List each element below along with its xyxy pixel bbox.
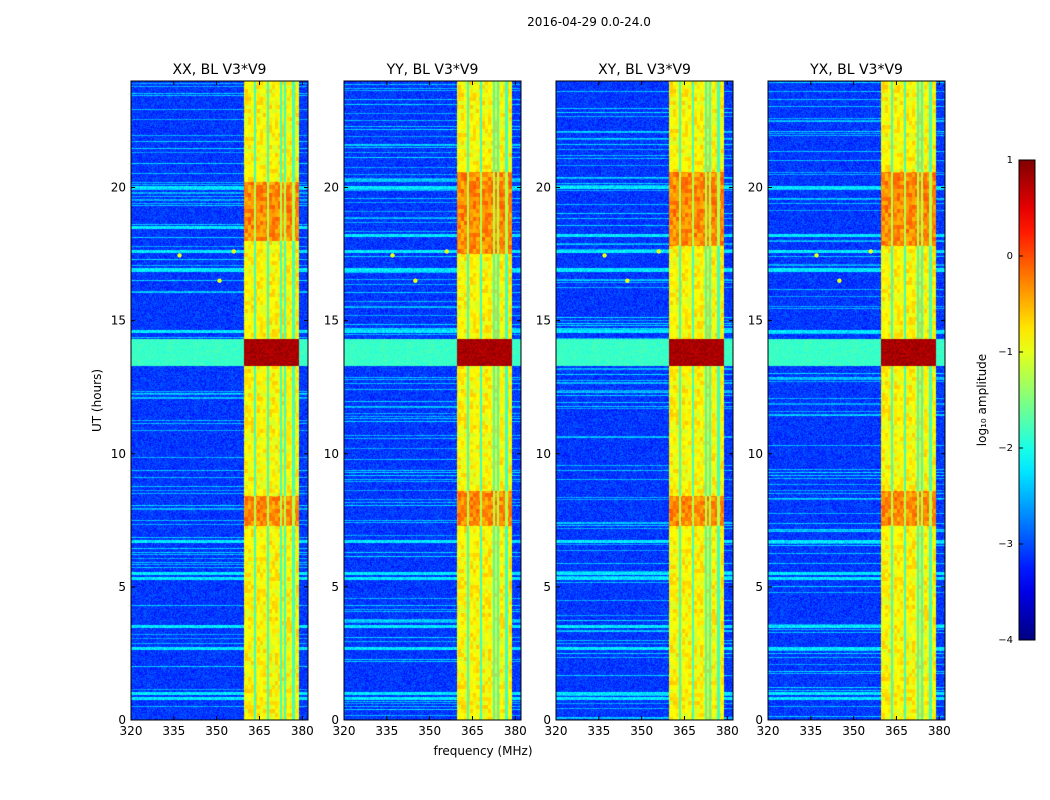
rfi-spot	[814, 253, 819, 258]
rfi-spot	[868, 249, 873, 254]
y-tick-label: 15	[324, 314, 339, 328]
rfi-spot	[413, 278, 418, 283]
y-tick-label: 5	[118, 580, 126, 594]
x-axis-label: frequency (MHz)	[433, 744, 532, 758]
spectrogram-panel-1: 320 335 350 365 380 0 5 10 15 20 XX, BL V3*V9 UT (h…	[90, 62, 314, 738]
colorbar-tick-label: −1	[998, 347, 1013, 358]
colorbar-tick-label: −2	[998, 443, 1013, 454]
panel-title: XX, BL V3*V9	[173, 62, 267, 78]
rfi-spot	[231, 249, 236, 254]
y-tick-label: 0	[755, 713, 763, 727]
x-tick-label: 335	[375, 724, 398, 738]
axes-frame	[555, 80, 734, 721]
y-tick-label: 20	[324, 181, 339, 195]
colorbar-label: log₁₀ amplitude	[975, 354, 989, 446]
x-tick-label: 365	[673, 724, 696, 738]
spectrogram-image	[131, 81, 308, 720]
x-tick-label: 350	[205, 724, 228, 738]
x-tick-label: 365	[248, 724, 271, 738]
x-tick-label: 320	[757, 724, 780, 738]
x-tick-label: 365	[885, 724, 908, 738]
x-tick-label: 350	[418, 724, 441, 738]
spectrogram-image	[344, 81, 521, 720]
spectrogram-panel-3: 320 335 350 365 380 0 5 10 15 20 XY, BL V3*V9	[536, 62, 739, 738]
y-tick-label: 15	[111, 314, 126, 328]
y-tick-label: 0	[118, 713, 126, 727]
rfi-spot	[177, 253, 182, 258]
x-tick-label: 380	[291, 724, 314, 738]
x-tick-label: 335	[587, 724, 610, 738]
y-tick-label: 0	[331, 713, 339, 727]
rfi-spot	[390, 253, 395, 258]
x-tick-label: 320	[545, 724, 568, 738]
y-tick-label: 10	[111, 447, 126, 461]
spectrogram-image	[768, 81, 945, 720]
rfi-spot	[837, 278, 842, 283]
spectrogram-panel-4: 320 335 350 365 380 0 5 10 15 20 YX, BL V3*V9	[748, 62, 951, 738]
rfi-spot	[625, 278, 630, 283]
y-tick-label: 5	[543, 580, 551, 594]
y-tick-label: 10	[536, 447, 551, 461]
spectrogram-panel-2: 320 335 350 365 380 0 5 10 15 20 YY, BL V3*V9 frequ…	[324, 62, 533, 758]
spectrogram-image	[556, 81, 733, 720]
x-tick-label: 350	[842, 724, 865, 738]
y-tick-label: 10	[748, 447, 763, 461]
x-tick-label: 320	[333, 724, 356, 738]
colorbar-tick-label: 1	[1007, 155, 1013, 166]
axes-frame	[767, 80, 946, 721]
x-tick-label: 380	[716, 724, 739, 738]
colorbar-tick-label: 0	[1007, 251, 1013, 262]
colorbar: 1 0 −1 −2 −3 −4 log₁₀ amplitude	[975, 155, 1036, 646]
y-tick-label: 5	[755, 580, 763, 594]
y-tick-label: 20	[536, 181, 551, 195]
colorbar-tick-label: −3	[998, 539, 1013, 550]
panel-title: YY, BL V3*V9	[386, 62, 479, 78]
y-tick-label: 15	[748, 314, 763, 328]
y-axis-label: UT (hours)	[90, 369, 104, 432]
panel-title: XY, BL V3*V9	[598, 62, 691, 78]
figure-title: 2016-04-29 0.0-24.0	[527, 15, 651, 29]
y-tick-label: 0	[543, 713, 551, 727]
x-tick-label: 335	[162, 724, 185, 738]
rfi-spot	[602, 253, 607, 258]
panel-title: YX, BL V3*V9	[809, 62, 903, 78]
rfi-spot	[444, 249, 449, 254]
rfi-spot	[656, 249, 661, 254]
axes-frame	[343, 80, 522, 721]
spectrogram-panels: 320 335 350 365 380 0 5 10 15 20 XX, BL V3*V9 UT (h…	[90, 62, 951, 758]
rfi-spot	[217, 278, 222, 283]
x-tick-label: 365	[461, 724, 484, 738]
y-tick-label: 10	[324, 447, 339, 461]
y-tick-label: 5	[331, 580, 339, 594]
y-tick-label: 20	[748, 181, 763, 195]
y-tick-label: 20	[111, 181, 126, 195]
x-tick-label: 380	[504, 724, 527, 738]
y-tick-label: 15	[536, 314, 551, 328]
colorbar-tick-label: −4	[998, 635, 1013, 646]
axes-frame	[130, 80, 309, 721]
x-tick-label: 380	[928, 724, 951, 738]
x-tick-label: 350	[630, 724, 653, 738]
x-tick-label: 335	[799, 724, 822, 738]
x-tick-label: 320	[120, 724, 143, 738]
colorbar-gradient	[1018, 159, 1036, 641]
